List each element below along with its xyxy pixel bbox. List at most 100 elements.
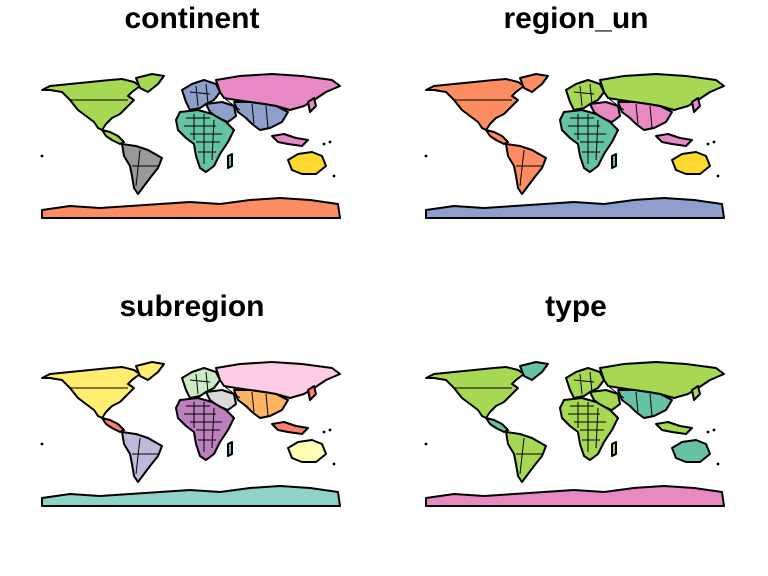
- panel-title: type: [545, 290, 607, 323]
- antarctica-landmass: [41, 485, 341, 507]
- country-border: [519, 149, 525, 187]
- country-border: [265, 105, 269, 129]
- small-island: [706, 430, 710, 434]
- north-america-landmass: [41, 366, 141, 419]
- country-border: [211, 119, 215, 161]
- small-island: [332, 174, 336, 178]
- antarctica-landmass: [425, 485, 725, 507]
- country-border: [579, 373, 583, 395]
- world-map: [40, 361, 341, 507]
- country-border: [205, 83, 209, 105]
- country-border: [589, 83, 593, 105]
- small-island: [40, 154, 44, 158]
- country-border: [195, 85, 199, 107]
- central-america-landmass: [101, 417, 125, 433]
- world-map: [424, 361, 725, 507]
- small-island: [706, 142, 710, 146]
- small-island: [424, 154, 428, 158]
- country-border: [607, 385, 625, 399]
- world-map: [40, 73, 341, 219]
- central-america-landmass: [485, 129, 509, 145]
- south-asia-landmass: [233, 389, 289, 419]
- indonesia-islands: [271, 421, 309, 435]
- madagascar-island: [611, 441, 617, 457]
- country-border: [205, 371, 209, 393]
- panel-title: region_un: [503, 2, 649, 35]
- south-america-landmass: [121, 143, 163, 195]
- country-border: [211, 407, 215, 449]
- small-island: [716, 462, 720, 466]
- north-america-landmass: [41, 78, 141, 131]
- small-island: [40, 442, 44, 446]
- panel-title: continent: [124, 2, 260, 35]
- antarctica-landmass: [425, 197, 725, 219]
- north-america-landmass: [425, 78, 525, 131]
- madagascar-island: [227, 441, 233, 457]
- small-island: [712, 140, 716, 144]
- country-border: [265, 393, 269, 417]
- south-america-landmass: [121, 431, 163, 483]
- central-america-landmass: [485, 417, 509, 433]
- country-border: [607, 97, 625, 111]
- antarctica-landmass: [41, 197, 341, 219]
- europe-landmass: [181, 79, 221, 111]
- madagascar-island: [611, 153, 617, 169]
- country-border: [579, 85, 583, 107]
- country-border: [223, 385, 241, 399]
- south-america-landmass: [505, 431, 547, 483]
- map-panel-subregion: subregion: [0, 288, 384, 576]
- australia-landmass: [287, 439, 327, 463]
- madagascar-island: [227, 153, 233, 169]
- small-island: [424, 442, 428, 446]
- country-border: [589, 371, 593, 393]
- country-border: [595, 119, 599, 161]
- country-border: [649, 105, 653, 129]
- map-panel-region-un: region_un: [384, 0, 768, 288]
- country-border: [595, 407, 599, 449]
- europe-landmass: [181, 367, 221, 399]
- country-border: [135, 437, 141, 475]
- small-island: [322, 430, 326, 434]
- south-asia-landmass: [617, 101, 673, 131]
- greenland-landmass: [135, 361, 165, 381]
- greenland-landmass: [519, 361, 549, 381]
- indonesia-islands: [655, 133, 693, 147]
- small-island: [716, 174, 720, 178]
- japan-island: [691, 385, 701, 401]
- country-border: [635, 103, 639, 125]
- panel-title: subregion: [119, 290, 265, 323]
- greenland-landmass: [519, 73, 549, 93]
- small-island: [712, 428, 716, 432]
- australia-landmass: [287, 151, 327, 175]
- australia-landmass: [671, 439, 711, 463]
- north-america-landmass: [425, 366, 525, 419]
- europe-landmass: [565, 367, 605, 399]
- small-island: [332, 462, 336, 466]
- indonesia-islands: [655, 421, 693, 435]
- small-island: [322, 142, 326, 146]
- map-panel-type: type: [384, 288, 768, 576]
- small-island: [328, 140, 332, 144]
- europe-landmass: [565, 79, 605, 111]
- country-border: [223, 97, 241, 111]
- country-border: [251, 103, 255, 125]
- central-america-landmass: [101, 129, 125, 145]
- greenland-landmass: [135, 73, 165, 93]
- south-asia-landmass: [617, 389, 673, 419]
- japan-island: [307, 385, 317, 401]
- country-border: [195, 373, 199, 395]
- south-asia-landmass: [233, 101, 289, 131]
- country-border: [649, 393, 653, 417]
- country-border: [519, 437, 525, 475]
- japan-island: [691, 97, 701, 113]
- australia-landmass: [671, 151, 711, 175]
- small-island: [328, 428, 332, 432]
- indonesia-islands: [271, 133, 309, 147]
- japan-island: [307, 97, 317, 113]
- world-map: [424, 73, 725, 219]
- country-border: [135, 149, 141, 187]
- south-america-landmass: [505, 143, 547, 195]
- country-border: [251, 391, 255, 413]
- country-border: [635, 391, 639, 413]
- map-panel-continent: continent: [0, 0, 384, 288]
